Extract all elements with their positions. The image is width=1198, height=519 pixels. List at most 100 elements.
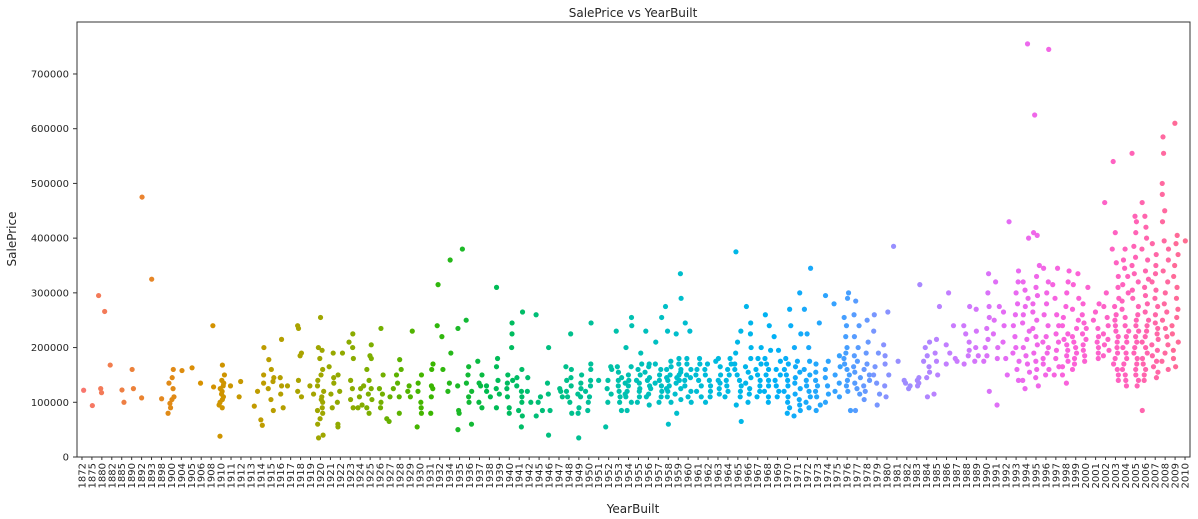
data-point: [963, 331, 969, 337]
data-point: [1026, 369, 1033, 375]
data-point: [446, 380, 452, 386]
data-point: [1119, 298, 1125, 304]
data-point: [405, 388, 411, 394]
data-point: [682, 377, 688, 383]
data-point: [707, 394, 713, 400]
x-tick-label: 1926: [376, 463, 387, 488]
data-point: [504, 394, 511, 400]
data-point: [1082, 353, 1088, 359]
data-point: [559, 394, 565, 400]
x-tick-label: 1986: [942, 463, 953, 488]
data-point: [684, 361, 690, 367]
data-point: [1053, 331, 1059, 337]
data-point: [428, 394, 434, 400]
data-point: [961, 361, 967, 367]
x-tick-label: 1947: [554, 463, 565, 488]
data-point: [801, 306, 808, 312]
data-point: [812, 377, 819, 383]
data-point: [1073, 350, 1080, 356]
data-point: [832, 388, 838, 394]
data-point: [704, 361, 711, 367]
data-point: [1080, 301, 1086, 307]
x-tick-label: 1950: [584, 463, 595, 488]
data-point: [1044, 350, 1050, 356]
data-point: [1059, 364, 1066, 370]
data-point: [973, 328, 979, 334]
data-point: [98, 390, 105, 396]
data-point: [569, 410, 575, 416]
data-point: [966, 347, 972, 353]
data-point: [314, 383, 321, 389]
data-point: [1064, 342, 1070, 348]
data-point: [170, 366, 176, 373]
data-point: [495, 377, 501, 383]
data-point: [1079, 312, 1085, 318]
data-point: [737, 388, 744, 394]
data-point: [525, 375, 531, 381]
y-axis-title: SalePrice: [5, 212, 19, 267]
data-point: [278, 391, 284, 397]
data-point: [1104, 314, 1110, 321]
data-point: [1115, 273, 1121, 280]
data-point: [547, 407, 553, 414]
data-point: [797, 386, 803, 392]
data-point: [694, 366, 700, 373]
data-point: [1114, 350, 1121, 356]
x-tick-label: 1892: [137, 463, 148, 488]
data-point: [688, 388, 694, 394]
data-point: [738, 418, 744, 425]
x-tick-label: 1975: [833, 463, 844, 488]
data-point: [1071, 355, 1078, 362]
data-point: [668, 358, 674, 364]
data-point: [628, 314, 635, 321]
data-point: [315, 435, 322, 441]
data-point: [625, 372, 631, 378]
data-point: [1065, 347, 1071, 353]
data-point: [822, 292, 829, 299]
data-point: [1122, 246, 1128, 252]
x-tick-label: 1923: [346, 463, 357, 488]
data-point: [1142, 292, 1149, 299]
data-point: [493, 364, 500, 370]
data-point: [350, 344, 356, 351]
data-point: [1052, 295, 1058, 301]
x-tick-label: 2005: [1131, 463, 1142, 488]
data-point: [986, 314, 992, 321]
data-point: [295, 388, 301, 394]
data-point: [539, 407, 546, 414]
data-point: [1082, 358, 1088, 364]
data-point: [390, 386, 396, 392]
x-tick-label: 2003: [1111, 463, 1122, 488]
data-point: [1140, 361, 1146, 367]
data-point: [666, 383, 672, 389]
data-point: [656, 377, 662, 383]
x-tick-label: 1974: [823, 463, 834, 488]
data-point: [1122, 314, 1128, 321]
data-point: [328, 391, 334, 397]
data-point: [1149, 241, 1155, 247]
data-point: [1172, 120, 1178, 126]
data-point: [1132, 213, 1138, 219]
data-point: [1155, 325, 1161, 332]
data-point: [605, 377, 611, 383]
data-point: [1070, 282, 1076, 288]
data-point: [716, 386, 722, 392]
data-point: [1173, 364, 1179, 370]
data-point: [738, 383, 744, 389]
x-tick-label: 2002: [1101, 463, 1112, 488]
data-point: [725, 366, 731, 373]
data-point: [519, 399, 525, 405]
data-point: [965, 353, 971, 359]
data-point: [623, 344, 629, 351]
data-point: [1129, 262, 1135, 269]
data-point: [1175, 339, 1181, 345]
data-point: [1034, 317, 1040, 323]
chart-title: SalePrice vs YearBuilt: [569, 6, 698, 20]
data-point: [678, 396, 684, 403]
y-tick-label: 400000: [31, 234, 69, 245]
data-point: [785, 399, 791, 405]
data-point: [1122, 265, 1128, 271]
data-point: [448, 350, 454, 356]
data-point: [943, 361, 949, 367]
data-point: [1133, 372, 1139, 378]
